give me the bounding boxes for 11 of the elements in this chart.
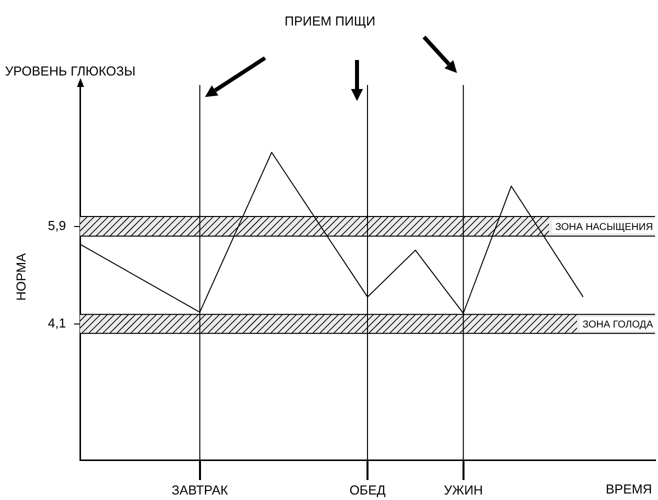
x-axis-title: ВРЕМЯ xyxy=(606,482,652,497)
y-tick-label: 5,9 xyxy=(48,218,66,233)
y-tick-label: 4,1 xyxy=(48,316,66,331)
text: НОРМА xyxy=(14,252,29,301)
chart-title: ПРИЕМ ПИЩИ xyxy=(284,14,376,29)
x-tick-label: ОБЕД xyxy=(349,482,386,498)
band-label: ЗОНА НАСЫЩЕНИЯ xyxy=(555,222,654,234)
x-tick-label: УЖИН xyxy=(444,482,483,498)
band-label: ЗОНА ГОЛОДА xyxy=(582,320,654,331)
x-tick-label: ЗАВТРАК xyxy=(172,482,228,498)
y-axis-title: УРОВЕНЬ ГЛЮКОЗЫ xyxy=(5,64,136,79)
